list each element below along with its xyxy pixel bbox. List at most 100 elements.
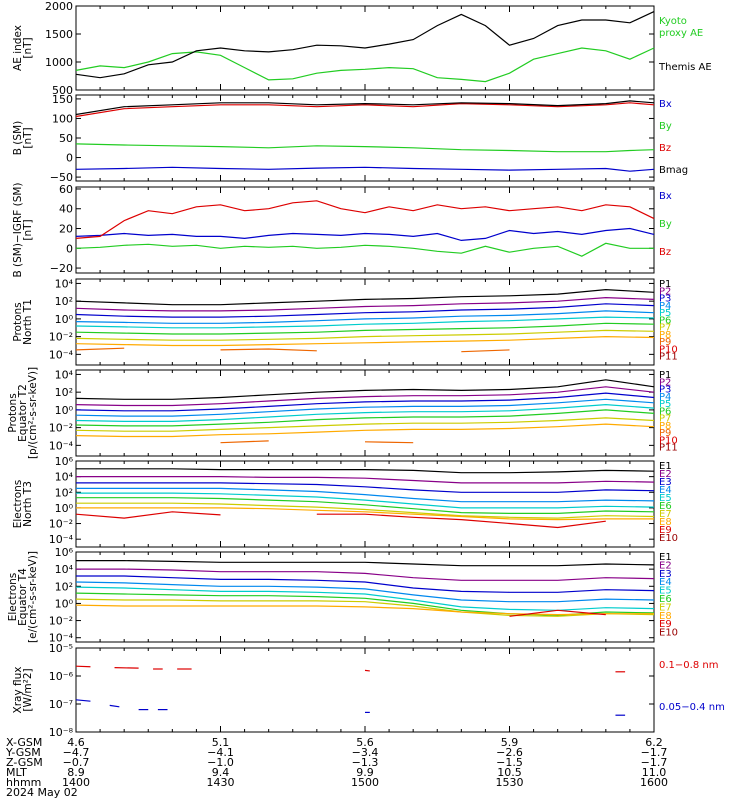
electrons_equator-series-e3	[76, 575, 655, 593]
protons_north-legend-p3: P3	[659, 294, 671, 305]
xray-segment-0	[75, 665, 91, 668]
protons_north-series-p8	[75, 335, 655, 347]
protons_equator-y-tick-label: 10²	[55, 386, 73, 399]
b_sm-y-tick-label: 150	[52, 93, 73, 106]
protons_equator-series-p8	[75, 423, 655, 438]
xray-segment-1	[109, 704, 120, 708]
b_igrf-y-tick-label: 60	[59, 183, 73, 196]
protons_equator-series-p3	[75, 392, 655, 412]
protons_north-legend-p9: P9	[659, 337, 671, 348]
protons_equator-legend-p10: P10	[659, 435, 678, 446]
ae-y-tick-label: 2000	[45, 0, 73, 13]
xray-ylabel: [W/m²2]	[22, 668, 34, 711]
electrons_equator-series-e9	[509, 609, 606, 617]
xray-y-tick-label: 10⁻⁶	[49, 670, 74, 683]
protons_north-y-tick-label: 10⁰	[55, 313, 74, 326]
protons_north-series-p6	[75, 322, 655, 335]
protons_north-legend-p6: P6	[659, 315, 671, 326]
axis-row-label-mlt: MLT	[6, 766, 27, 779]
axis-value: 5.1	[212, 736, 230, 749]
electrons_equator-series-e8	[75, 604, 654, 616]
b_sm-y-tick-label: 0	[66, 152, 73, 165]
protons_equator-y-tick-label: 10⁻⁴	[49, 439, 74, 452]
electrons_north-y-tick-label: 10⁰	[55, 502, 74, 515]
electrons_equator-y-tick-label: 10⁶	[55, 546, 74, 559]
b_sm-legend-by: By	[659, 121, 672, 132]
electrons_equator-ylabel: Electrons	[7, 573, 19, 622]
axis-date: 2024 May 02	[6, 786, 78, 799]
protons_north-legend-p8: P8	[659, 330, 671, 341]
protons_equator-series-p4	[75, 398, 655, 417]
protons_equator-legend-p6: P6	[659, 406, 671, 417]
electrons_equator-y-tick-label: 10⁰	[55, 597, 74, 610]
axis-value: 10.5	[497, 766, 522, 779]
electrons_equator-series-e7	[75, 598, 655, 617]
protons_equator-series-p7	[75, 417, 655, 432]
electrons_equator-y-tick-label: 10²	[55, 580, 73, 593]
b_sm-series-by	[75, 143, 655, 153]
protons_north-series-p1	[75, 288, 655, 306]
axis-value: 1500	[351, 776, 379, 789]
protons_equator-legend-p11: P11	[659, 443, 678, 454]
b_sm-y-tick-label: −50	[50, 171, 73, 184]
protons_north-legend-p4: P4	[659, 301, 671, 312]
b_sm-legend-bmag: Bmag	[659, 165, 688, 176]
protons_equator-ylabel: [p/(cm²-s-sr-keV)]	[27, 367, 39, 459]
electrons_equator-legend-e1: E1	[659, 552, 672, 563]
axis-value: 1400	[62, 776, 90, 789]
xray-frame	[75, 647, 655, 733]
electrons_north-y-tick-label: 10⁶	[55, 455, 74, 468]
b_igrf-ylabel: [nT]	[22, 219, 34, 240]
b_igrf-series-bx	[75, 227, 655, 242]
electrons_equator-y-tick-label: 10⁻⁴	[49, 632, 74, 645]
ae-series-themis-ae	[75, 11, 655, 79]
xray-legend-short: 0.05−0.4 nm	[659, 702, 725, 713]
xray-segment-0	[114, 667, 139, 669]
protons_equator-y-tick-label: 10⁻²	[49, 422, 73, 435]
electrons_equator-legend-e5: E5	[659, 586, 672, 597]
protons_north-frame	[75, 278, 655, 366]
axis-value: −0.7	[63, 756, 90, 769]
electrons_north-series-e6	[76, 497, 655, 514]
protons_north-legend-p1: P1	[659, 279, 671, 290]
axis-row-label-y-gsm: Y-GSM	[5, 746, 41, 759]
axis-value: −3.4	[352, 746, 379, 759]
ae-y-tick-label: 500	[52, 84, 73, 97]
protons_north-legend-p10: P10	[659, 344, 678, 355]
protons_equator-y-tick-label: 10⁰	[55, 404, 74, 417]
xray-y-tick-label: 10⁻⁸	[49, 726, 74, 739]
b_sm-series-bmag	[75, 100, 655, 116]
electrons_north-legend-e5: E5	[659, 493, 672, 504]
electrons_north-series-e7	[76, 502, 655, 519]
ae-ylabel: AE index	[12, 25, 24, 71]
b_igrf-legend-by: By	[659, 219, 672, 230]
electrons_north-legend-e8: E8	[659, 517, 672, 528]
protons_equator-series-p9	[220, 440, 414, 444]
protons_equator-ylabel: Protons	[7, 393, 19, 432]
electrons_north-series-e2	[76, 476, 655, 484]
protons_north-series-p5	[75, 316, 655, 329]
protons_equator-legend-p3: P3	[659, 385, 671, 396]
xray-segment-0	[364, 669, 370, 672]
protons_north-series-p7	[75, 329, 655, 341]
axis-value: −4.7	[63, 746, 90, 759]
ae-y-tick-label: 1000	[45, 56, 73, 69]
b_igrf-series-bz	[75, 200, 655, 239]
electrons_equator-legend-e10: E10	[659, 628, 678, 639]
b_igrf-y-tick-label: 40	[59, 203, 73, 216]
electrons_equator-legend-e4: E4	[659, 577, 672, 588]
b_sm-y-tick-label: 50	[59, 132, 73, 145]
ae-legend-proxy: proxy AE	[659, 28, 703, 39]
protons_north-legend-p2: P2	[659, 286, 671, 297]
axis-value: 8.9	[67, 766, 85, 779]
protons_equator-legend-p8: P8	[659, 421, 671, 432]
b_sm-legend-bz: Bz	[659, 143, 671, 154]
ae-series-kyoto-proxy-ae	[75, 47, 655, 83]
electrons_north-legend-e10: E10	[659, 533, 678, 544]
axis-row-label-x-gsm: X-GSM	[6, 736, 42, 749]
electrons_equator-y-tick-label: 10⁴	[55, 563, 74, 576]
electrons_north-ylabel: Electrons	[12, 480, 24, 529]
electrons_equator-ylabel: [e/(cm²-s-sr-keV)]	[27, 551, 39, 643]
b_sm-legend-bx: Bx	[659, 99, 672, 110]
